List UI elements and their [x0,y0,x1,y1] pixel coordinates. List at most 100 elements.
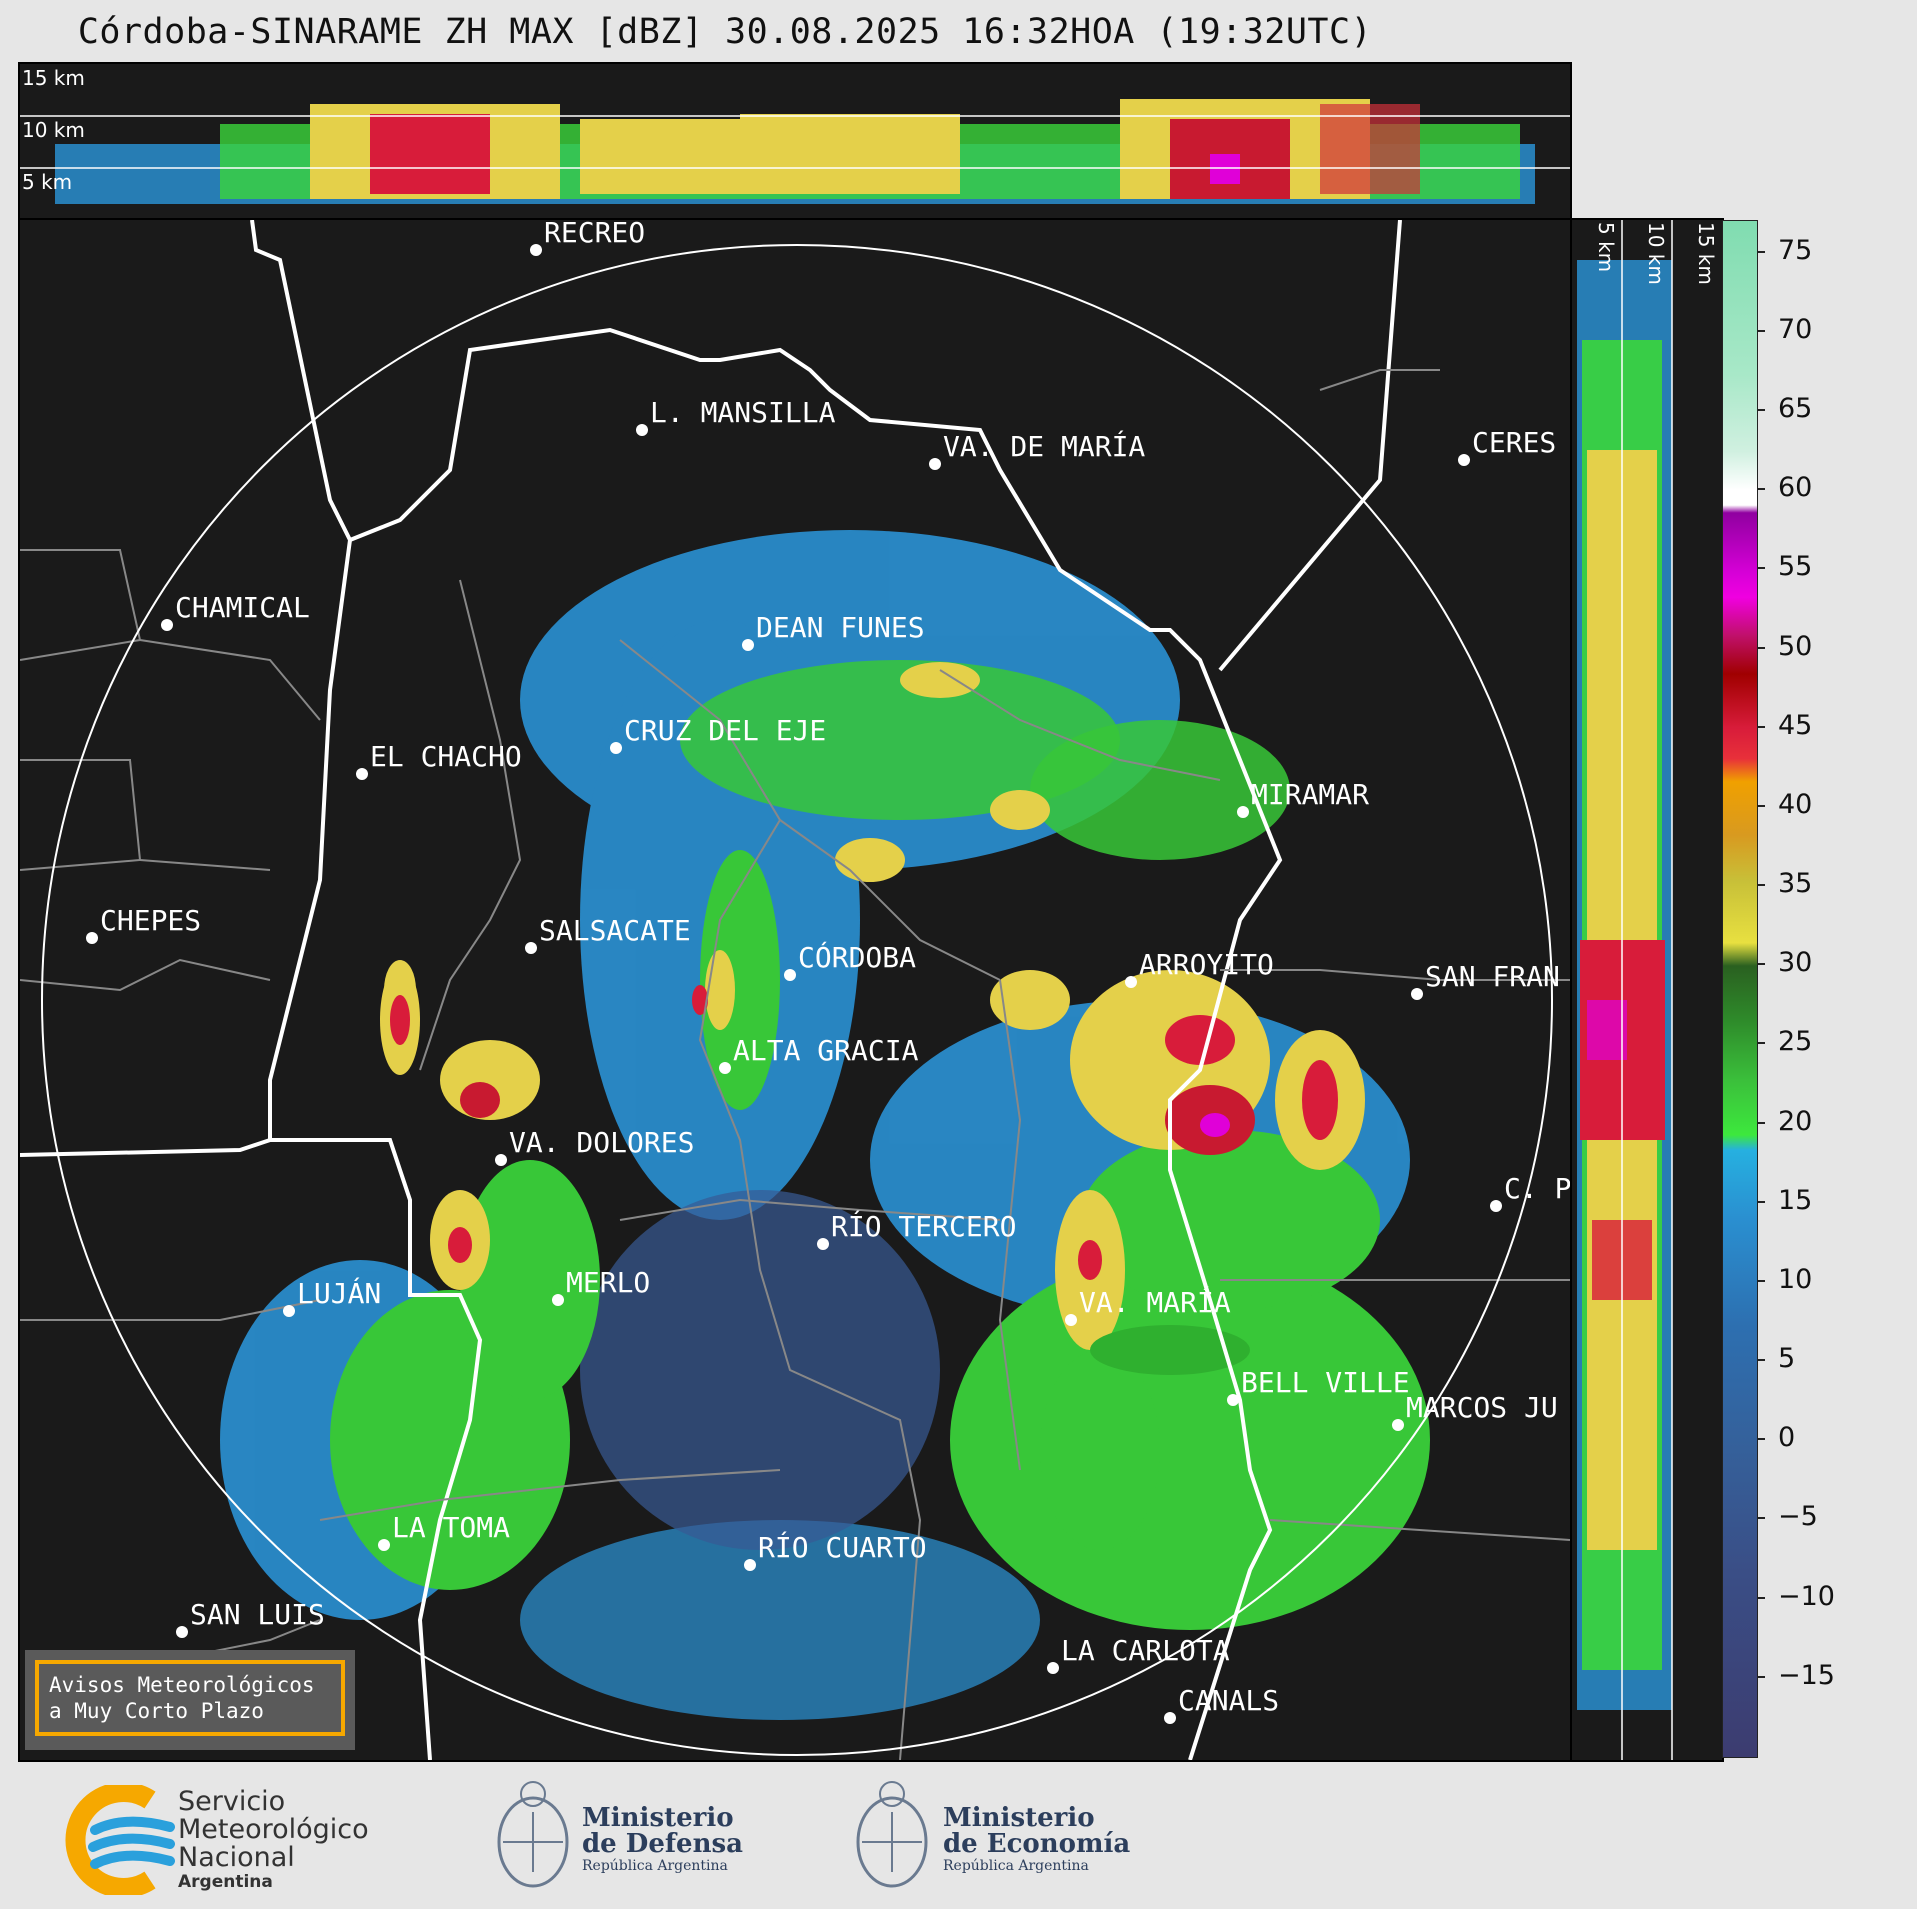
colorbar-tick-label: 35 [1778,868,1813,900]
city-label-el-chacho: EL CHACHO [370,740,522,773]
altitude-label-5km: 5 km [22,170,73,194]
smn-line-1: Servicio [178,1786,286,1817]
colorbar-tick-label: 50 [1778,630,1813,662]
city-label-chamical: CHAMICAL [175,591,310,624]
city-label-canals: CANALS [1178,1684,1279,1717]
city-dot-cordoba [784,969,796,981]
colorbar-tick-label: −10 [1778,1580,1835,1612]
city-dot-bell-ville [1227,1394,1239,1406]
city-label-chepes: CHEPES [100,904,201,937]
reflectivity-echoes [220,530,1430,1720]
defensa-logo-text: Ministerio de Defensa República Argentin… [582,1805,743,1875]
colorbar-tick-label: −5 [1778,1501,1818,1533]
colorbar-tick-label: −15 [1778,1659,1835,1691]
city-label-rio-cuarto: RÍO CUARTO [758,1530,927,1564]
city-label-ceres: CERES [1472,426,1556,459]
colorbar-tick-mark [1757,1279,1765,1282]
city-label-recreo: RECREO [544,220,645,249]
smn-logo-icon [65,1785,175,1895]
city-label-rio-tercero: RÍO TERCERO [831,1209,1016,1243]
economia-line-1: Ministerio [943,1803,1095,1833]
colorbar-tick-mark [1757,646,1765,649]
colorbar-tick-mark [1757,409,1765,412]
colorbar-tick-label: 75 [1778,234,1813,266]
city-label-merlo: MERLO [566,1266,650,1299]
city-dot-chepes [86,932,98,944]
city-dot-la-carlota [1047,1662,1059,1674]
city-label-va-de-maria: VA. DE MARÍA [943,429,1145,463]
notice-frame: Avisos Meteorológicos a Muy Corto Plazo [35,1660,345,1736]
top-reflectivity-profile [20,64,1570,218]
colorbar-tick-label: 45 [1778,709,1813,741]
side-altitude-label-15km: 15 km [1694,222,1718,285]
city-label-la-toma: LA TOMA [392,1511,510,1544]
altitude-label-10km: 10 km [22,118,85,142]
city-dot-va-maria [1065,1314,1077,1326]
city-label-dean-funes: DEAN FUNES [756,611,925,644]
colorbar-tick-mark [1757,250,1765,253]
city-dot-miramar [1237,806,1249,818]
city-dot-c-p [1490,1200,1502,1212]
notice-box[interactable]: Avisos Meteorológicos a Muy Corto Plazo [25,1650,355,1750]
strong-cells [380,662,1365,1375]
colorbar-tick-label: 40 [1778,788,1813,820]
defensa-line-2: de Defensa [582,1829,743,1859]
defensa-line-3: República Argentina [582,1858,728,1874]
map-title: Córdoba-SINARAME ZH MAX [dBZ] 30.08.2025… [77,12,1373,52]
city-label-va-dolores: VA. DOLORES [509,1126,694,1159]
smn-logo-text: Servicio Meteorológico Nacional Argentin… [178,1786,369,1893]
city-label-l-mansilla: L. MANSILLA [650,396,836,429]
colorbar-tick-mark [1757,567,1765,570]
city-dot-recreo [530,244,542,256]
colorbar-tick-mark [1757,725,1765,728]
colorbar-tick-mark [1757,1517,1765,1520]
colorbar-tick-mark [1757,963,1765,966]
city-label-lujan: LUJÁN [297,1276,381,1310]
city-label-miramar: MIRAMAR [1251,778,1369,811]
city-label-cruz-del-eje: CRUZ DEL EJE [624,714,826,747]
colorbar-tick-mark [1757,488,1765,491]
colorbar-tick-label: 5 [1778,1343,1796,1375]
department-boundaries [20,369,1570,1760]
smn-line-2: Meteorológico [178,1814,369,1845]
city-label-salsacate: SALSACATE [539,914,691,947]
city-dot-l-mansilla [636,424,648,436]
city-dot-rio-tercero [817,1238,829,1250]
city-dot-el-chacho [356,768,368,780]
city-label-cordoba: CÓRDOBA [798,940,916,974]
city-dot-dean-funes [742,639,754,651]
colorbar-tick-mark [1757,329,1765,332]
colorbar-tick-label: 60 [1778,472,1813,504]
reflectivity-colorbar [1722,220,1758,1758]
side-reflectivity-profile [1572,220,1722,1760]
notice-line-1: Avisos Meteorológicos [49,1673,315,1697]
smn-line-3: Nacional [178,1842,295,1873]
radar-map: RECREO L. MANSILLA VA. DE MARÍA CERES CH… [20,220,1570,1760]
city-dot-arroyito [1125,976,1137,988]
colorbar-tick-label: 15 [1778,1184,1813,1216]
colorbar-tick-label: 25 [1778,1026,1813,1058]
colorbar-tick-label: 10 [1778,1263,1813,1295]
city-label-la-carlota: LA CARLOTA [1061,1634,1230,1667]
colorbar-tick-label: 55 [1778,551,1813,583]
radar-map-panel: RECREO L. MANSILLA VA. DE MARÍA CERES CH… [18,218,1572,1762]
city-label-va-maria: VA. MARÍA [1079,1285,1231,1319]
city-markers [86,244,1502,1724]
economia-line-3: República Argentina [943,1858,1089,1874]
city-dot-canals [1164,1712,1176,1724]
side-altitude-label-10km: 10 km [1644,222,1668,285]
economia-line-2: de Economía [943,1829,1131,1859]
economia-coat-of-arms-icon [856,1781,928,1888]
city-label-san-luis: SAN LUIS [190,1598,325,1631]
city-label-san-fran: SAN FRAN [1425,960,1560,993]
city-label-bell-ville: BELL VILLE [1241,1366,1410,1399]
altitude-label-15km: 15 km [22,66,85,90]
top-profile-echoes [55,99,1535,204]
colorbar-tick-label: 20 [1778,1105,1813,1137]
colorbar-tick-mark [1757,1121,1765,1124]
defensa-coat-of-arms-icon [497,1781,569,1888]
city-dot-cruz-del-eje [610,742,622,754]
city-label-arroyito: ARROYITO [1139,948,1274,981]
city-labels: RECREO L. MANSILLA VA. DE MARÍA CERES CH… [100,220,1570,1717]
colorbar-tick-label: 70 [1778,313,1813,345]
